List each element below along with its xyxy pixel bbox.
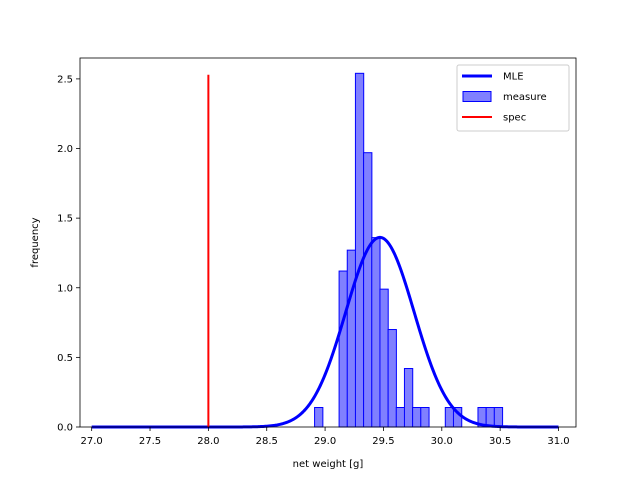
histogram-bar [363,152,373,428]
y-axis-label: frequency [30,217,41,267]
histogram-bar [371,237,381,428]
x-tick-label: 30.0 [431,436,453,447]
legend: MLE measure spec [456,64,570,132]
histogram-bar [338,270,348,428]
y-axis-ticks: 0.0 0.5 1.0 1.5 2.0 2.5 [57,74,80,434]
legend-swatch-patch [462,91,492,102]
x-tick-label: 30.5 [489,436,511,447]
legend-label: measure [503,92,547,103]
histogram-bar [493,407,504,428]
y-tick-label: 1.0 [57,283,73,294]
y-tick-label: 2.5 [57,74,73,85]
legend-label: MLE [503,72,524,83]
legend-label: spec [503,113,526,124]
y-tick-label: 0.0 [57,423,73,434]
x-tick-label: 31.0 [547,436,569,447]
y-tick-label: 1.5 [57,214,73,225]
plot-frame [79,57,577,428]
x-tick-label: 27.5 [139,436,161,447]
x-axis-ticks: 27.0 27.5 28.0 28.5 29.0 29.5 30.0 30.5 31.0 [81,427,570,447]
histogram-bar [314,407,324,428]
histogram-bar [354,72,365,428]
histogram-bar [379,288,389,428]
histogram-bar [346,249,357,428]
x-tick-label: 29.0 [314,436,336,447]
histogram-bar [420,407,430,428]
x-tick-label: 27.0 [81,436,103,447]
histogram-bar [444,407,455,428]
x-tick-label: 28.5 [256,436,278,447]
histogram-bar [403,368,414,428]
histogram-bar [412,407,422,428]
legend-box [456,64,570,132]
x-tick-label: 29.5 [372,436,394,447]
histogram-bar [395,407,406,428]
y-tick-label: 2.0 [57,144,73,155]
y-tick-label: 0.5 [57,353,73,364]
x-tick-label: 28.0 [197,436,219,447]
histogram-bar [387,329,397,428]
x-axis-label: net weight [g] [293,459,364,470]
histogram-bar [485,407,495,428]
